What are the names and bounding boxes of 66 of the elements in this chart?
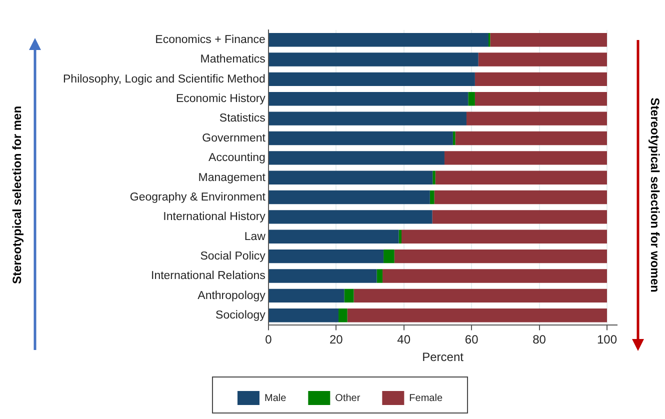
bar xyxy=(354,288,607,303)
bar xyxy=(452,131,456,146)
y-tick-label: Law xyxy=(244,230,266,243)
bar xyxy=(268,151,444,165)
bar xyxy=(268,92,468,106)
legend-label: Female xyxy=(409,392,443,404)
y-tick-label: International History xyxy=(163,211,266,224)
y-tick-label: Mathematics xyxy=(200,54,266,66)
x-tick-label: 0 xyxy=(265,332,272,347)
bar xyxy=(455,131,607,146)
bar xyxy=(268,308,339,322)
x-tick-label: 40 xyxy=(397,332,411,347)
y-tick-label: Philosophy, Logic and Scientific Method xyxy=(62,73,266,86)
y-tick-label: Government xyxy=(202,132,266,144)
x-axis-title: Percent xyxy=(422,350,464,364)
bar xyxy=(347,308,607,322)
bar xyxy=(435,170,607,184)
legend-label: Male xyxy=(264,392,287,404)
bar xyxy=(382,269,607,283)
bar xyxy=(268,72,475,86)
bar xyxy=(474,92,607,106)
bar xyxy=(268,112,466,126)
bar xyxy=(268,52,478,66)
bar xyxy=(344,288,354,303)
bar xyxy=(474,72,607,86)
bar xyxy=(384,249,394,264)
bar xyxy=(268,32,488,47)
y-tick-label: International Relations xyxy=(150,270,266,282)
bar xyxy=(432,210,607,224)
y-tick-label: Anthropology xyxy=(198,290,266,302)
x-tick-label: 80 xyxy=(532,332,546,347)
x-tick-label: 100 xyxy=(596,332,618,347)
bar xyxy=(432,170,436,184)
bar xyxy=(434,190,607,204)
x-tick-label: 60 xyxy=(464,332,479,347)
bar xyxy=(466,112,607,126)
text: Stereotypical selection for women xyxy=(648,98,662,292)
bar xyxy=(268,269,377,283)
y-tick-label: Statistics xyxy=(219,112,266,125)
bar xyxy=(268,249,384,264)
bar xyxy=(268,170,433,184)
bar xyxy=(268,190,430,204)
bar xyxy=(430,190,434,204)
bar xyxy=(444,151,607,165)
bar xyxy=(468,92,475,106)
bar xyxy=(394,249,607,264)
bar xyxy=(478,52,607,66)
bar xyxy=(398,230,402,244)
bar xyxy=(490,32,607,47)
text: Stereotypical selection for men xyxy=(10,106,24,284)
y-tick-label: Management xyxy=(198,172,266,184)
y-tick-label: Social Policy xyxy=(200,250,266,262)
bar xyxy=(376,269,383,283)
x-tick-label: 20 xyxy=(329,332,344,347)
bar xyxy=(268,131,453,146)
bar xyxy=(401,230,607,244)
bar xyxy=(268,288,344,303)
legend-label: Other xyxy=(335,392,361,404)
y-tick-label: Geography & Environment xyxy=(130,191,266,204)
bar xyxy=(268,210,432,224)
y-tick-label: Accounting xyxy=(208,152,266,164)
bar xyxy=(268,230,399,244)
y-tick-label: Sociology xyxy=(216,310,266,322)
bar xyxy=(338,308,348,322)
y-tick-label: Economics + Finance xyxy=(155,34,266,46)
y-tick-label: Economic History xyxy=(176,93,266,106)
